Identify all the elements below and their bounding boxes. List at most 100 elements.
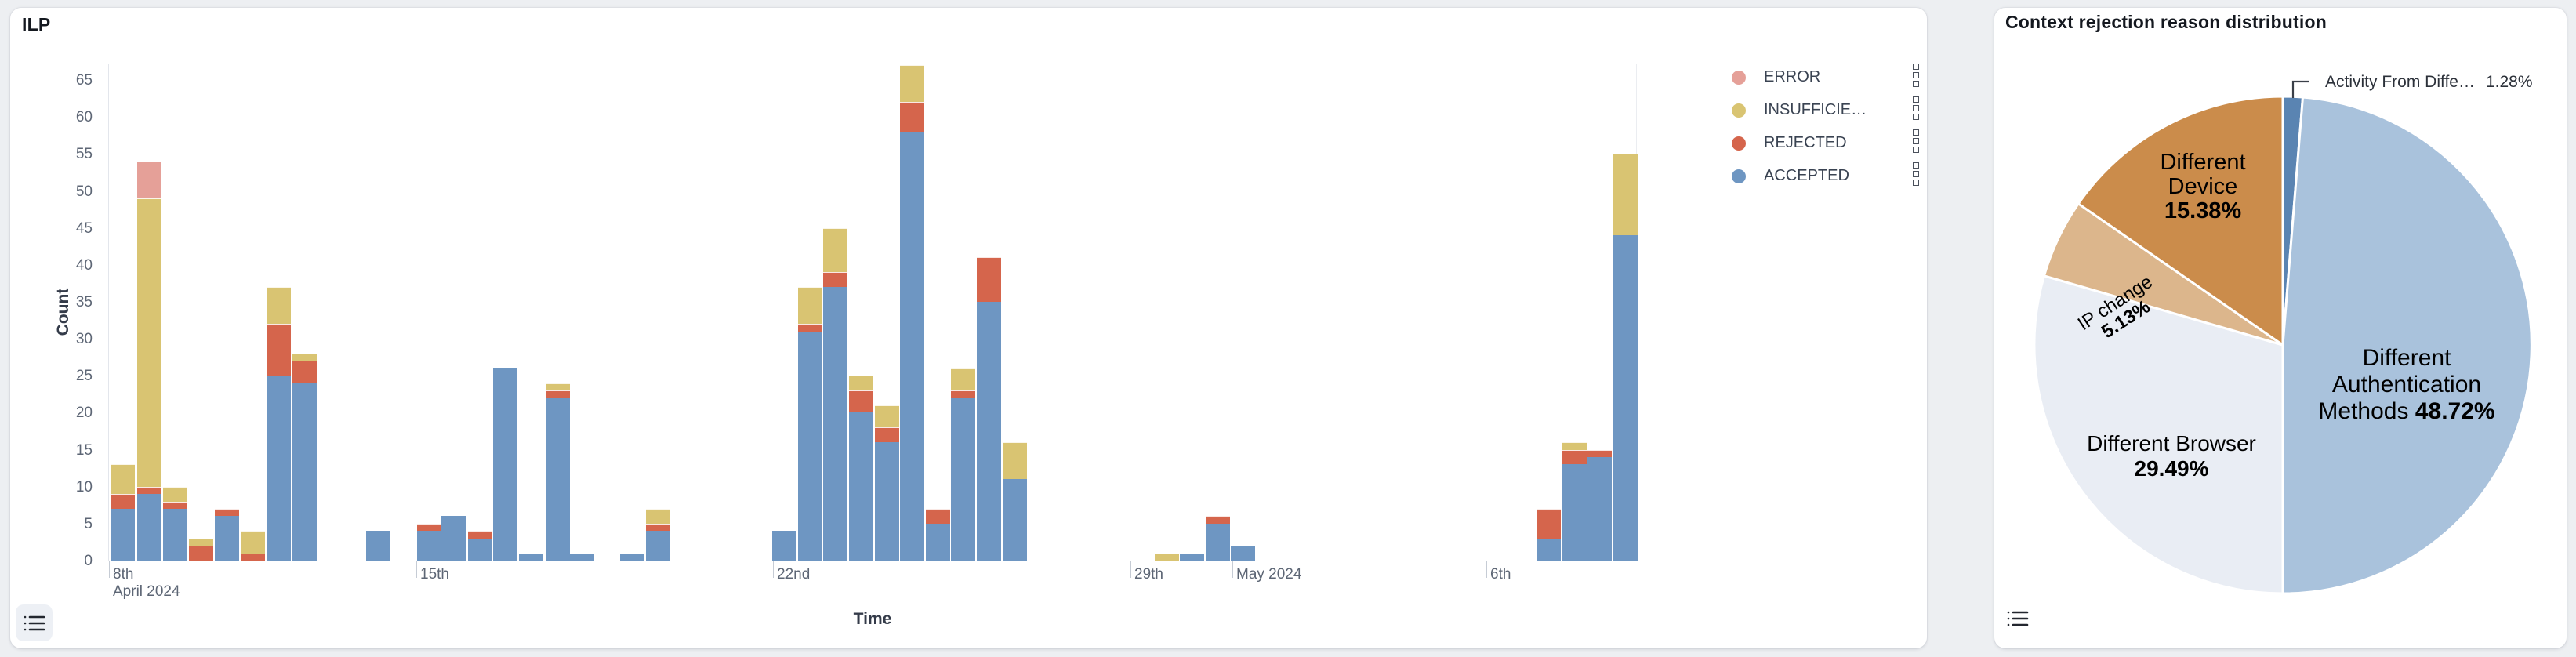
bar-segment-insufficient[interactable] — [849, 376, 873, 391]
bar-segment-rejected[interactable] — [951, 390, 975, 398]
bar-segment-rejected[interactable] — [189, 546, 213, 561]
legend-item-error[interactable]: ERROR — [1727, 66, 1923, 89]
bar-segment-accepted[interactable] — [875, 442, 899, 561]
bar-segment-rejected[interactable] — [1206, 516, 1230, 524]
y-tick-label: 55 — [75, 146, 93, 163]
y-tick-label: 65 — [75, 72, 93, 89]
bar-segment-rejected[interactable] — [849, 390, 873, 413]
legend-drag-handle[interactable] — [1913, 129, 1922, 155]
bar-segment-rejected[interactable] — [292, 361, 317, 383]
bar-segment-rejected[interactable] — [798, 324, 822, 332]
bar-segment-accepted[interactable] — [1537, 538, 1561, 561]
bar-segment-error[interactable] — [137, 161, 161, 198]
bar-segment-insufficient[interactable] — [267, 287, 291, 325]
bar-segment-accepted[interactable] — [951, 397, 975, 561]
bar-segment-accepted[interactable] — [111, 508, 135, 561]
bar-segment-accepted[interactable] — [441, 516, 466, 561]
chart-data-table-button[interactable] — [1999, 600, 2036, 637]
pie-label-activity-from-different: Activity From Diffe… 1.28% — [2325, 73, 2533, 91]
list-icon — [24, 615, 45, 630]
bar-segment-accepted[interactable] — [493, 368, 517, 561]
legend-drag-handle[interactable] — [1913, 162, 1922, 188]
bar-segment-insufficient[interactable] — [875, 405, 899, 428]
bar-segment-accepted[interactable] — [620, 553, 644, 561]
pie-slice-different-browser[interactable] — [2033, 274, 2284, 595]
bar-segment-rejected[interactable] — [546, 390, 570, 398]
pie-panel-title: Context rejection reason distribution — [2005, 12, 2327, 32]
bar-segment-rejected[interactable] — [417, 523, 441, 532]
pie-slice-different-device[interactable] — [2077, 95, 2284, 347]
bar-segment-rejected[interactable] — [977, 257, 1001, 302]
bar-segment-rejected[interactable] — [111, 494, 135, 509]
bar-segment-accepted[interactable] — [900, 132, 924, 561]
bar-segment-insufficient[interactable] — [163, 486, 187, 502]
bar-segment-insufficient[interactable] — [1003, 442, 1027, 480]
bar-segment-rejected[interactable] — [1562, 449, 1587, 465]
bar-segment-accepted[interactable] — [519, 553, 543, 561]
bar-segment-rejected[interactable] — [926, 508, 950, 524]
bar-segment-accepted[interactable] — [546, 397, 570, 561]
bar-segment-insufficient[interactable] — [646, 508, 670, 524]
bar-segment-rejected[interactable] — [875, 427, 899, 443]
bar-segment-accepted[interactable] — [977, 301, 1001, 561]
bar-segment-insufficient[interactable] — [798, 287, 822, 325]
bar-segment-accepted[interactable] — [366, 531, 390, 561]
legend-drag-handle[interactable] — [1913, 64, 1922, 89]
bar-segment-insufficient[interactable] — [546, 383, 570, 391]
bar-segment-accepted[interactable] — [1587, 456, 1612, 561]
bar-segment-rejected[interactable] — [823, 272, 847, 288]
x-tick-mark — [109, 561, 110, 578]
bar-segment-accepted[interactable] — [1003, 479, 1027, 561]
bar-segment-accepted[interactable] — [215, 516, 239, 561]
bar-segment-accepted[interactable] — [468, 538, 492, 561]
pie-slice-different-authentication-methods[interactable] — [2281, 96, 2533, 595]
bar-segment-insufficient[interactable] — [900, 65, 924, 103]
bar-segment-rejected[interactable] — [1537, 508, 1561, 539]
bar-segment-insufficient[interactable] — [111, 464, 135, 495]
bar-segment-accepted[interactable] — [772, 531, 796, 561]
legend-color-dot — [1732, 136, 1746, 151]
legend-item-rejected[interactable]: REJECTED — [1727, 132, 1923, 155]
bar-segment-rejected[interactable] — [241, 553, 265, 561]
bar-segment-accepted[interactable] — [823, 287, 847, 561]
bar-segment-accepted[interactable] — [1206, 523, 1230, 561]
bar-segment-rejected[interactable] — [137, 486, 161, 495]
bar-segment-rejected[interactable] — [900, 102, 924, 132]
bar-segment-accepted[interactable] — [1613, 235, 1638, 561]
bar-segment-insufficient[interactable] — [189, 538, 213, 546]
bar-segment-accepted[interactable] — [646, 531, 670, 561]
legend-item-insufficient[interactable]: INSUFFICIE… — [1727, 99, 1923, 122]
bar-segment-accepted[interactable] — [798, 331, 822, 561]
bar-segment-accepted[interactable] — [926, 523, 950, 561]
bar-segment-rejected[interactable] — [215, 508, 239, 517]
bar-segment-accepted[interactable] — [137, 494, 161, 561]
bar-segment-insufficient[interactable] — [1155, 553, 1179, 561]
bar-segment-accepted[interactable] — [292, 383, 317, 561]
bar-segment-accepted[interactable] — [417, 531, 441, 561]
chart-data-table-button[interactable] — [16, 604, 53, 641]
bar-segment-insufficient[interactable] — [292, 353, 317, 361]
bar-segment-rejected[interactable] — [1587, 449, 1612, 457]
bar-segment-insufficient[interactable] — [951, 368, 975, 391]
bar-segment-rejected[interactable] — [646, 523, 670, 532]
legend-item-accepted[interactable]: ACCEPTED — [1727, 165, 1923, 188]
legend-drag-handle[interactable] — [1913, 96, 1922, 122]
bar-segment-accepted[interactable] — [849, 412, 873, 561]
bar-segment-insufficient[interactable] — [1613, 154, 1638, 236]
bar-segment-accepted[interactable] — [1231, 546, 1255, 561]
bar-segment-insufficient[interactable] — [1562, 442, 1587, 450]
bar-segment-accepted[interactable] — [163, 508, 187, 561]
bar-segment-accepted[interactable] — [570, 553, 594, 561]
bar-segment-accepted[interactable] — [267, 376, 291, 561]
bar-segment-rejected[interactable] — [468, 531, 492, 539]
bar-segment-insufficient[interactable] — [823, 227, 847, 273]
bar-segment-insufficient[interactable] — [137, 198, 161, 487]
bar-segment-accepted[interactable] — [1180, 553, 1204, 561]
y-tick-label: 50 — [75, 183, 93, 200]
legend-label: INSUFFICIE… — [1764, 101, 1867, 118]
bar-segment-insufficient[interactable] — [241, 531, 265, 554]
drag-handle-square — [1913, 162, 1919, 169]
bar-segment-rejected[interactable] — [163, 501, 187, 509]
bar-segment-accepted[interactable] — [1562, 464, 1587, 561]
bar-segment-rejected[interactable] — [267, 324, 291, 376]
